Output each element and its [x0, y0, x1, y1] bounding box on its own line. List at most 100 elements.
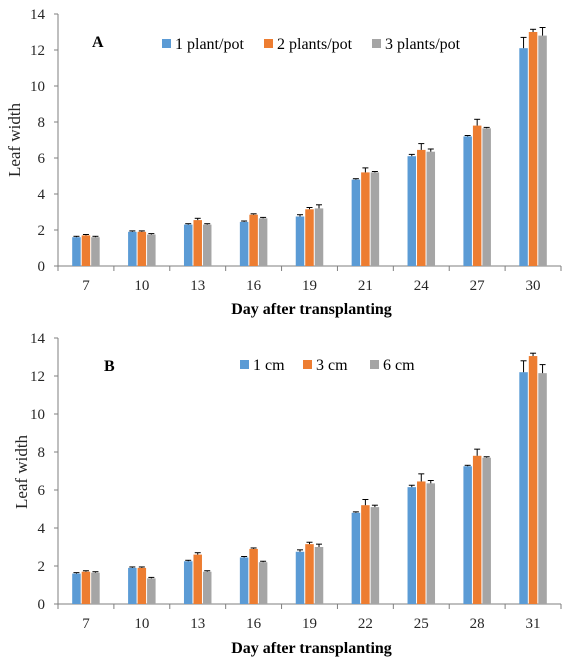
y-tick-label: 4 [38, 521, 46, 537]
y-axis-title: Leaf width [12, 434, 31, 509]
x-axis-title: Day after transplanting [231, 301, 392, 318]
bar [370, 172, 380, 266]
legend-swatch [264, 39, 273, 48]
bar [528, 32, 538, 266]
bar [426, 483, 436, 604]
bar [351, 512, 361, 604]
x-tick-label: 28 [470, 616, 485, 632]
y-tick-label: 8 [38, 115, 46, 131]
y-axis-title: Leaf width [5, 102, 24, 177]
bar [361, 172, 370, 266]
x-tick-label: 13 [190, 278, 205, 294]
legend-swatch [370, 360, 379, 369]
bar [183, 224, 193, 266]
bar [137, 231, 147, 266]
bar [305, 544, 314, 604]
bar [202, 571, 212, 604]
bar [472, 125, 482, 266]
x-tick-label: 24 [414, 278, 430, 294]
legend-label: 3 plants/pot [385, 36, 461, 53]
x-tick-label: 7 [82, 616, 90, 632]
y-tick-label: 6 [38, 483, 46, 499]
y-tick-label: 2 [38, 223, 46, 239]
x-tick-label: 16 [246, 278, 262, 294]
x-tick-label: 31 [526, 616, 541, 632]
legend-swatch [303, 360, 312, 369]
y-tick-label: 0 [38, 259, 46, 275]
legend-label: 6 cm [383, 357, 415, 374]
bar [407, 156, 417, 266]
bar [538, 373, 547, 604]
bar [239, 221, 249, 266]
bar [249, 214, 258, 266]
legend-label: 3 cm [316, 357, 348, 374]
x-tick-label: 22 [358, 616, 373, 632]
bar [202, 224, 212, 266]
bar [193, 220, 202, 266]
bar [305, 209, 314, 266]
bar [463, 136, 472, 266]
bar [417, 149, 426, 266]
bar [258, 218, 268, 266]
x-tick-label: 19 [302, 278, 317, 294]
y-tick-label: 0 [38, 597, 46, 613]
bar [81, 571, 91, 604]
y-tick-label: 12 [30, 369, 45, 385]
bar [295, 216, 305, 266]
panel-label: A [92, 34, 104, 51]
x-tick-label: 7 [82, 278, 90, 294]
legend-label: 1 cm [253, 357, 285, 374]
bar [407, 487, 417, 604]
bar [91, 572, 100, 604]
x-tick-label: 10 [134, 278, 149, 294]
bar [72, 237, 81, 266]
chart-panel-b: 0 2 4 6 8 10 12 14 7 10 13 16 19 22 25 28 31 Leaf width Da… [12, 331, 562, 657]
bar [370, 507, 380, 604]
bar [463, 466, 472, 604]
y-tick-label: 8 [38, 445, 46, 461]
bar [361, 505, 370, 604]
x-tick-label: 19 [302, 616, 317, 632]
bar [519, 372, 528, 604]
bar [183, 561, 193, 604]
y-tick-label: 14 [30, 7, 46, 23]
bar [249, 548, 258, 604]
y-tick-label: 10 [30, 79, 45, 95]
bar [128, 567, 137, 604]
legend-swatch [240, 360, 249, 369]
y-tick-label: 14 [30, 331, 46, 347]
bar [72, 573, 81, 604]
x-tick-label: 16 [246, 616, 262, 632]
bar [519, 48, 528, 267]
legend-swatch [372, 39, 381, 48]
bar [193, 554, 202, 604]
bar [482, 457, 491, 604]
bar [538, 35, 547, 266]
bar [472, 455, 482, 604]
bar [351, 179, 361, 266]
x-tick-label: 30 [526, 278, 541, 294]
x-tick-label: 21 [358, 278, 373, 294]
y-tick-label: 12 [30, 43, 45, 59]
bar [239, 557, 249, 604]
bar [417, 481, 426, 604]
x-axis-title: Day after transplanting [231, 640, 392, 657]
legend-label: 1 plant/pot [175, 36, 244, 53]
bar [528, 356, 538, 604]
y-tick-label: 6 [38, 151, 46, 167]
bar [147, 578, 156, 604]
panel-label: B [104, 358, 115, 375]
legend-label: 2 plants/pot [277, 36, 353, 53]
bar [258, 562, 268, 604]
x-tick-label: 27 [470, 278, 486, 294]
x-tick-label: 13 [190, 616, 205, 632]
x-tick-label: 10 [134, 616, 149, 632]
bar [482, 128, 491, 266]
bar [147, 234, 156, 266]
y-tick-label: 4 [38, 187, 46, 203]
bar [426, 151, 436, 266]
legend-swatch [162, 39, 171, 48]
y-tick-label: 2 [38, 559, 46, 575]
